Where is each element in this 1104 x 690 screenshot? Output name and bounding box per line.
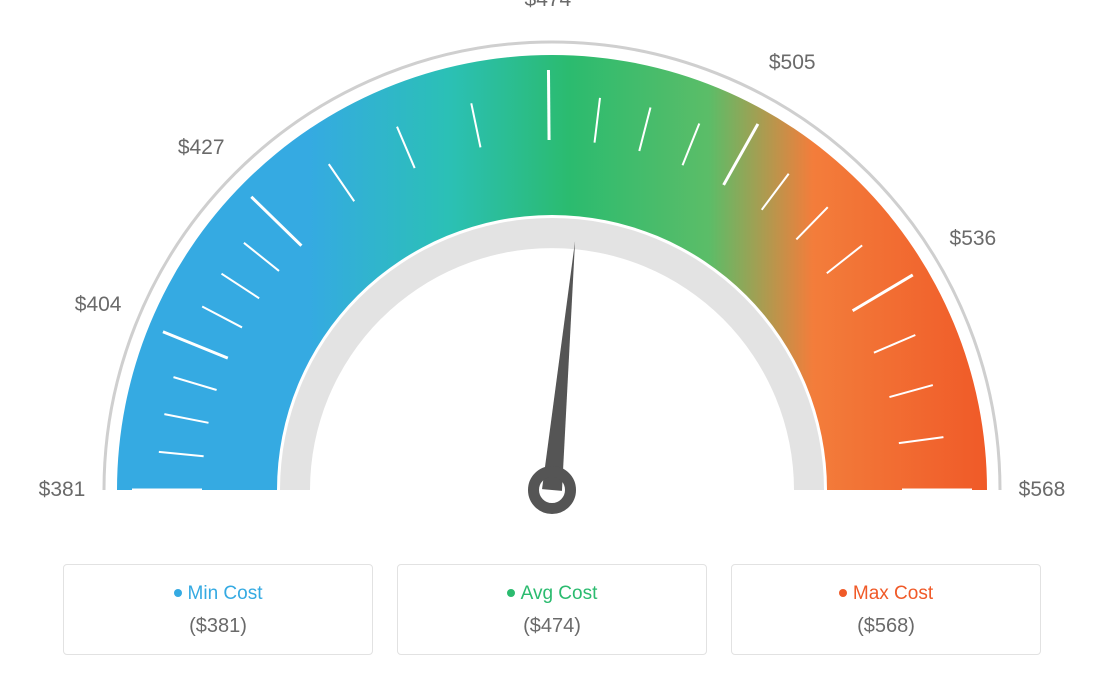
legend-box-avg: Avg Cost ($474) [397, 564, 707, 655]
tick-major [548, 70, 549, 140]
legend-title: Min Cost [74, 583, 362, 605]
gauge-tick-label: $536 [950, 227, 997, 251]
gauge-tick-label: $427 [178, 136, 225, 160]
legend-title: Avg Cost [408, 583, 696, 605]
legend-dot-icon [839, 589, 847, 597]
legend-dot-icon [174, 589, 182, 597]
legend-value: ($381) [74, 615, 362, 638]
legend-label: Avg Cost [521, 583, 598, 604]
gauge-svg [0, 0, 1104, 560]
legend-box-min: Min Cost ($381) [63, 564, 373, 655]
gauge-tick-label: $568 [1019, 478, 1066, 502]
legend-row: Min Cost ($381) Avg Cost ($474) Max Cost ($56… [0, 564, 1104, 655]
legend-value: ($568) [742, 615, 1030, 638]
gauge-tick-label: $404 [75, 293, 122, 317]
legend-label: Max Cost [853, 583, 933, 604]
legend-dot-icon [507, 589, 515, 597]
gauge-chart: $381 $404 $427 $474 $505 $536 $568 [0, 0, 1104, 560]
gauge-tick-label: $474 [525, 0, 572, 12]
legend-box-max: Max Cost ($568) [731, 564, 1041, 655]
gauge-needle [542, 241, 575, 491]
gauge-tick-label: $381 [39, 478, 86, 502]
legend-title: Max Cost [742, 583, 1030, 605]
gauge-tick-label: $505 [769, 51, 816, 75]
legend-label: Min Cost [188, 583, 263, 604]
legend-value: ($474) [408, 615, 696, 638]
